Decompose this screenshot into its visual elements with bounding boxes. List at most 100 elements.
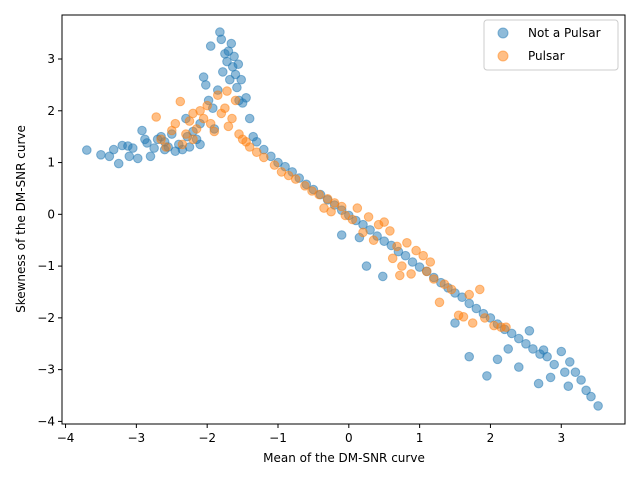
not-pulsar-point (226, 38, 237, 49)
not-pulsar-point (142, 138, 152, 148)
not-pulsar-point (361, 261, 372, 271)
legend-label-pulsar: Pulsar (528, 49, 565, 63)
not-pulsar-point (379, 236, 390, 246)
pulsar-point (358, 227, 368, 238)
not-pulsar-point (514, 362, 524, 372)
not-pulsar-point (233, 59, 244, 69)
x-tick-label: 2 (487, 431, 495, 445)
pulsar-point (425, 257, 436, 267)
pulsar-point (322, 194, 333, 204)
pulsar-point (352, 203, 363, 213)
not-pulsar-point (145, 151, 156, 162)
not-pulsar-point (549, 359, 560, 370)
pulsar-point (170, 118, 181, 129)
pulsar-point (227, 113, 237, 124)
pulsar-point (501, 322, 511, 333)
pulsar-point (223, 121, 234, 132)
not-pulsar-point (524, 326, 535, 336)
pulsar-point (439, 279, 450, 290)
not-pulsar-point (218, 67, 228, 77)
not-pulsar-point (251, 137, 262, 147)
not-pulsar-point (506, 328, 517, 339)
not-pulsar-point (521, 339, 531, 349)
not-pulsar-point (198, 72, 209, 82)
not-pulsar-point (96, 150, 106, 160)
pulsar-point (184, 116, 195, 126)
pulsar-point (397, 261, 407, 271)
pulsar-point (467, 318, 478, 328)
pulsar-point (188, 134, 198, 145)
pulsar-point (156, 134, 166, 145)
pulsar-point (213, 90, 223, 100)
pulsar-point (259, 152, 269, 163)
pulsar-point (363, 212, 374, 222)
not-pulsar-point (104, 151, 115, 162)
pulsar-point (434, 297, 445, 308)
not-pulsar-point (414, 262, 425, 272)
x-tick-label: −1 (269, 431, 287, 445)
not-pulsar-point (113, 158, 124, 169)
not-pulsar-point (563, 381, 574, 392)
legend-marker-pulsar (497, 50, 509, 62)
not-pulsar-point (195, 139, 205, 150)
not-pulsar-point (149, 143, 159, 153)
pulsar-point (395, 270, 405, 281)
pulsar-point (336, 201, 347, 212)
not-pulsar-point (378, 271, 388, 282)
not-pulsar-point (137, 125, 147, 136)
y-tick-label: 3 (47, 52, 55, 66)
x-tick-label: −2 (198, 431, 216, 445)
pulsar-point (177, 139, 188, 150)
pulsar-point (446, 284, 457, 295)
x-tick-label: −4 (57, 431, 75, 445)
plot-points (82, 27, 603, 411)
pulsar-point (368, 235, 379, 245)
y-tick-label: −4 (37, 414, 55, 428)
not-pulsar-point (336, 230, 347, 240)
not-pulsar-point (450, 318, 460, 328)
pulsar-point (385, 226, 395, 236)
not-pulsar-point (82, 145, 92, 155)
pulsar-point (198, 113, 209, 124)
y-tick-label: −2 (37, 311, 55, 325)
plot-frame (61, 14, 626, 425)
y-axis-ticks: −4 −3 −2 −1 0 1 2 3 (37, 52, 62, 428)
pulsar-point (464, 289, 475, 300)
pulsar-point (480, 313, 490, 323)
not-pulsar-point (205, 41, 216, 51)
pulsar-point (269, 160, 280, 170)
not-pulsar-point (232, 82, 242, 93)
not-pulsar-point (244, 113, 255, 124)
not-pulsar-point (108, 144, 119, 155)
pulsar-point (191, 124, 202, 134)
pulsar-point (181, 129, 191, 139)
x-tick-label: 0 (345, 431, 353, 445)
not-pulsar-point (241, 93, 251, 103)
y-axis-label: Skewness of the DM-SNR curve (14, 125, 28, 313)
pulsar-point (347, 214, 358, 225)
not-pulsar-point (236, 74, 246, 85)
not-pulsar-point (593, 401, 603, 411)
pulsar-point (314, 189, 324, 200)
pulsar-point (402, 238, 412, 248)
pulsar-point (392, 241, 402, 252)
pulsar-point (205, 118, 216, 129)
not-pulsar-point (124, 151, 135, 162)
pulsar-point (209, 126, 220, 137)
pulsar-point (418, 250, 429, 261)
not-pulsar-point (556, 346, 567, 357)
not-pulsar-point (514, 333, 524, 344)
not-pulsar-point (581, 385, 591, 396)
not-pulsar-point (400, 250, 411, 261)
not-pulsar-point (482, 371, 492, 381)
x-axis-label: Mean of the DM-SNR curve (263, 451, 425, 465)
y-tick-label: −3 (37, 363, 55, 377)
pulsar-point (251, 147, 262, 157)
pulsar-point (290, 174, 301, 184)
pulsar-point (406, 269, 416, 279)
y-tick-label: 2 (47, 104, 55, 118)
not-pulsar-point (560, 367, 570, 378)
pulsar-point (175, 96, 186, 107)
not-pulsar-point (492, 354, 503, 365)
